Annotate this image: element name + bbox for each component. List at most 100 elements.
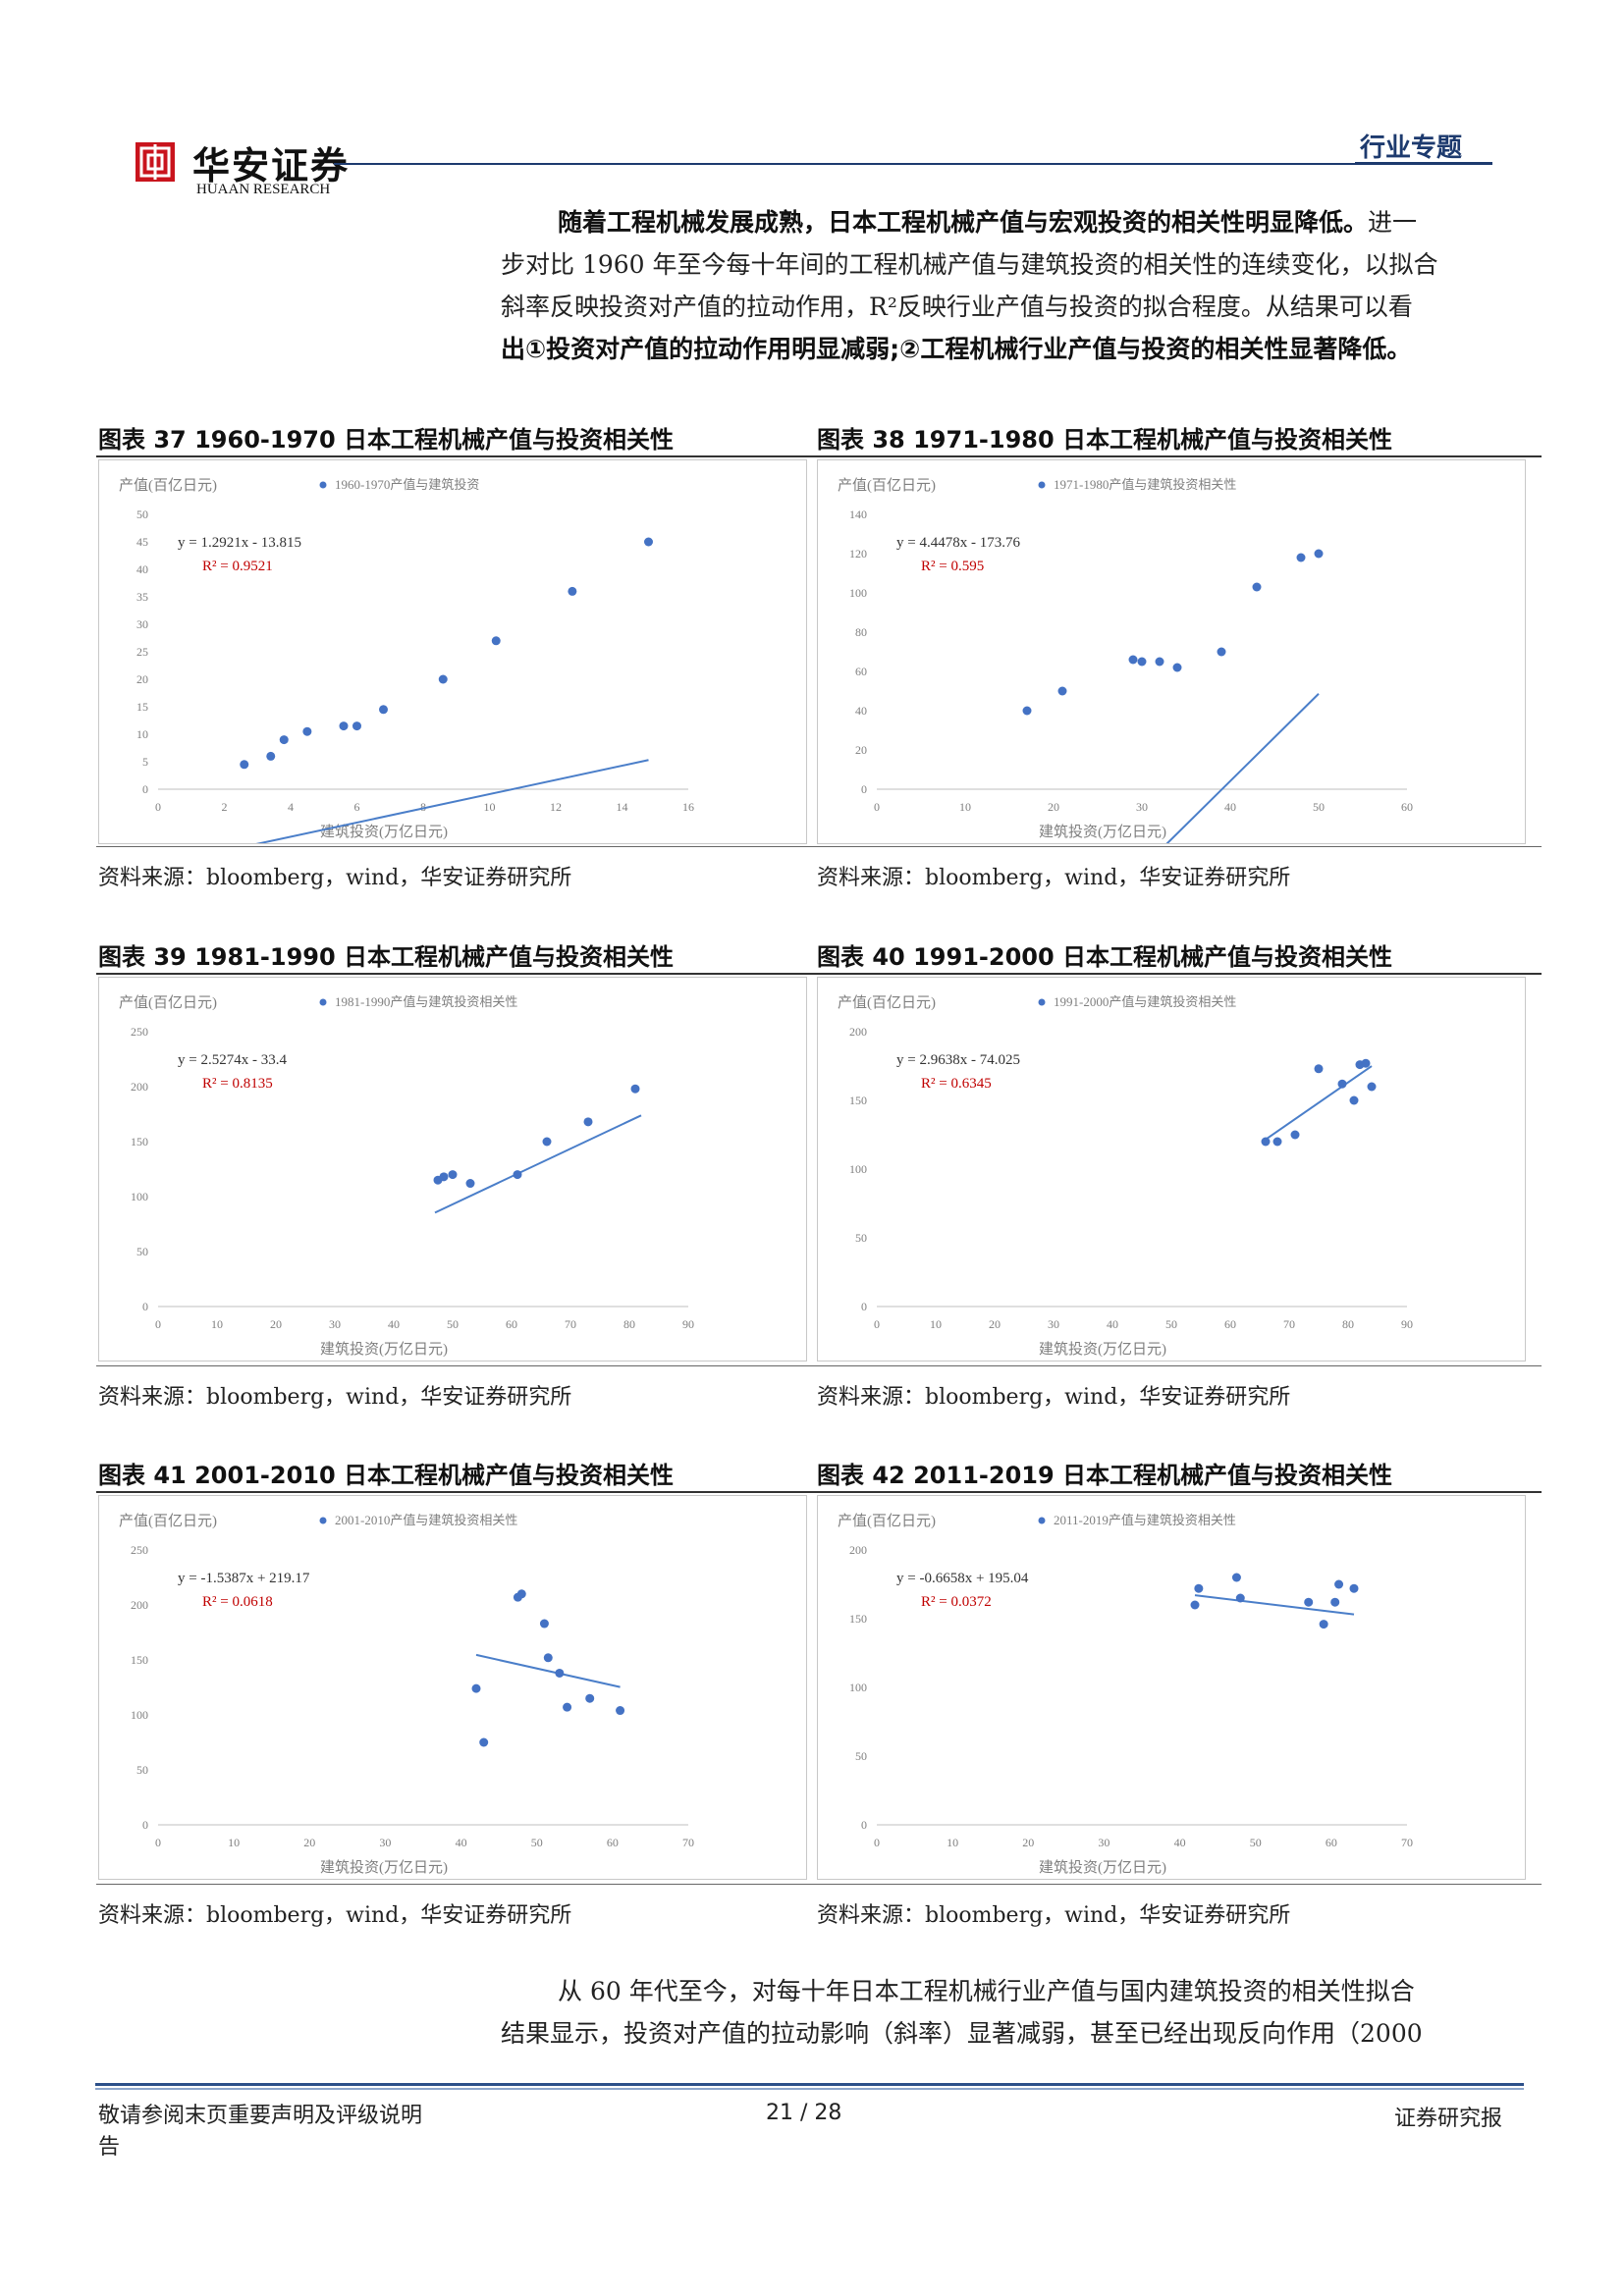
y-axis-title: 产值(百亿日元) <box>119 477 217 494</box>
x-axis-title: 建筑投资(万亿日元) <box>320 824 448 840</box>
data-point <box>1367 1082 1377 1092</box>
x-tick-label: 0 <box>155 800 161 814</box>
legend-marker <box>319 1517 327 1524</box>
y-tick-label: 5 <box>142 755 148 769</box>
y-tick-label: 140 <box>849 507 867 521</box>
y-tick-label: 45 <box>136 535 148 549</box>
data-point <box>1334 1579 1344 1589</box>
data-point <box>563 1702 572 1712</box>
y-tick-label: 50 <box>855 1231 867 1245</box>
y-axis-title: 产值(百亿日元) <box>838 994 936 1011</box>
y-tick-label: 150 <box>849 1612 867 1626</box>
data-point <box>491 636 501 646</box>
y-tick-label: 30 <box>136 617 148 631</box>
section-tag-underline <box>1355 162 1492 165</box>
y-tick-label: 0 <box>142 1300 148 1313</box>
x-tick-label: 10 <box>930 1317 942 1331</box>
outro-line-2: 结果显示，投资对产值的拉动影响（斜率）显著减弱，甚至已经出现反向作用（2000 <box>501 2019 1423 2048</box>
data-point <box>240 760 249 770</box>
figure-title-rule <box>815 1491 1542 1493</box>
x-tick-label: 60 <box>506 1317 517 1331</box>
data-point <box>513 1170 522 1180</box>
x-tick-label: 10 <box>211 1317 223 1331</box>
figure-title: 图表 37 1960-1970 日本工程机械产值与投资相关性 <box>98 426 675 454</box>
x-tick-label: 50 <box>531 1836 543 1849</box>
x-tick-label: 20 <box>1048 800 1059 814</box>
data-point <box>438 674 448 684</box>
x-tick-label: 0 <box>874 800 880 814</box>
intro-paragraph: 随着工程机械发展成熟，日本工程机械产值与宏观投资的相关性明显降低。进一 步对比 … <box>501 201 1522 370</box>
y-tick-label: 80 <box>855 625 867 639</box>
y-axis-title: 产值(百亿日元) <box>838 1513 936 1529</box>
r-squared-label: R² = 0.9521 <box>202 559 273 574</box>
legend-label: 1981-1990产值与建筑投资相关性 <box>335 994 517 1009</box>
x-tick-label: 70 <box>1283 1317 1295 1331</box>
legend-marker <box>1038 1517 1046 1524</box>
x-tick-label: 60 <box>1401 800 1413 814</box>
data-point <box>1217 647 1226 657</box>
x-axis-title: 建筑投资(万亿日元) <box>320 1341 448 1358</box>
y-tick-label: 100 <box>131 1708 148 1722</box>
figure-title-rule <box>96 1491 821 1493</box>
x-tick-label: 10 <box>959 800 971 814</box>
trendline-equation: y = 2.9638x - 74.025 <box>896 1052 1020 1068</box>
x-tick-label: 30 <box>1136 800 1148 814</box>
footer-disclaimer-wrap: 告 <box>98 2135 121 2160</box>
scatter-chart-svg: 0 20 40 60 80 100 120 140 0 10 20 30 40 50 60 产值(百亿日元) 建… <box>838 477 1413 984</box>
scatter-chart: 0 50 100 150 200 250 0 10 20 30 40 50 60 70 产值(百亿日元) 建筑… <box>98 1495 807 1880</box>
data-point <box>1235 1593 1245 1603</box>
trendline <box>434 1114 642 1214</box>
intro-bold-4: ①投资对产值的拉动作用明显减弱;②工程机械行业产值与投资的相关性显著降低。 <box>525 335 1412 363</box>
y-tick-label: 100 <box>131 1190 148 1203</box>
x-tick-label: 90 <box>682 1317 694 1331</box>
x-tick-label: 8 <box>420 800 426 814</box>
x-tick-label: 0 <box>155 1317 161 1331</box>
scatter-chart: 0 20 40 60 80 100 120 140 0 10 20 30 40 50 60 产值(百亿日元) 建… <box>817 459 1526 984</box>
legend-label: 2001-2010产值与建筑投资相关性 <box>335 1513 517 1527</box>
x-tick-label: 20 <box>989 1317 1001 1331</box>
scatter-chart-svg: 0 50 100 150 200 0 10 20 30 40 50 60 70 产值(百亿日元) 建筑投资(… <box>838 1513 1413 1876</box>
logo-text: 华安证券 <box>192 143 351 187</box>
y-tick-label: 50 <box>136 507 148 521</box>
x-tick-label: 20 <box>303 1836 315 1849</box>
x-tick-label: 70 <box>1401 1836 1413 1849</box>
y-axis-title: 产值(百亿日元) <box>119 1513 217 1529</box>
y-tick-label: 250 <box>131 1025 148 1039</box>
x-tick-label: 0 <box>874 1836 880 1849</box>
header-divider <box>334 163 1488 165</box>
r-squared-label: R² = 0.8135 <box>202 1076 273 1092</box>
logo-seal-icon <box>139 144 171 180</box>
y-tick-label: 15 <box>136 700 148 714</box>
figure-title-rule <box>815 455 1542 457</box>
x-tick-label: 30 <box>1048 1317 1059 1331</box>
y-tick-label: 20 <box>136 672 148 686</box>
figure-bottom-rule <box>815 1884 1542 1885</box>
data-point <box>1172 663 1182 672</box>
data-point <box>1155 657 1164 667</box>
x-axis-title: 建筑投资(万亿日元) <box>320 1859 448 1876</box>
logo-subtitle: HUAAN RESEARCH <box>196 182 331 197</box>
y-tick-label: 150 <box>131 1653 148 1667</box>
figure-bottom-rule <box>96 1365 821 1366</box>
scatter-chart: 0 50 100 150 200 0 10 20 30 40 50 60 70 产值(百亿日元) 建筑投资(… <box>817 1495 1526 1880</box>
figure-title: 图表 38 1971-1980 日本工程机械产值与投资相关性 <box>817 426 1393 454</box>
y-tick-label: 50 <box>136 1245 148 1258</box>
trendline-equation: y = -1.5387x + 219.17 <box>178 1571 310 1586</box>
y-tick-label: 0 <box>861 782 867 796</box>
data-point <box>302 726 312 736</box>
figure-title: 图表 40 1991-2000 日本工程机械产值与投资相关性 <box>817 943 1393 971</box>
footer-disclaimer-line: 敬请参阅末页重要声明及评级说明 <box>98 2104 423 2128</box>
data-point <box>1314 549 1324 559</box>
legend-marker <box>319 481 327 489</box>
scatter-chart: 0 50 100 150 200 250 0 10 20 30 40 50 60 70 80 90 产值(百亿日… <box>98 977 807 1362</box>
data-point <box>644 537 653 547</box>
y-tick-label: 0 <box>861 1818 867 1832</box>
data-point <box>1319 1620 1328 1629</box>
x-axis-title: 建筑投资(万亿日元) <box>1039 1859 1166 1876</box>
data-point <box>630 1084 640 1094</box>
x-tick-label: 6 <box>354 800 360 814</box>
trendline-equation: y = 4.4478x - 173.76 <box>896 535 1020 551</box>
y-tick-label: 25 <box>136 645 148 659</box>
data-point <box>555 1668 565 1678</box>
data-point <box>542 1137 552 1147</box>
